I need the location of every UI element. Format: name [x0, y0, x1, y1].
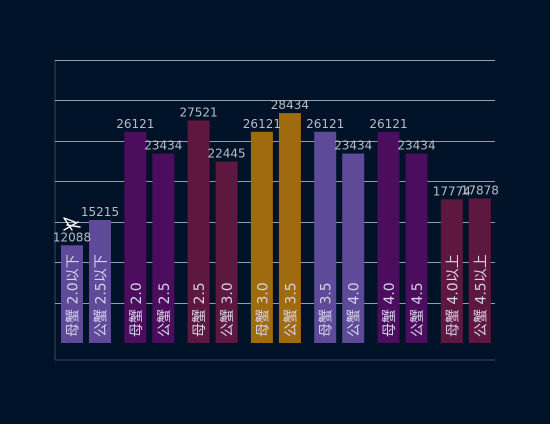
bar-category-label: 公蟹 4.0: [347, 282, 363, 337]
bar-category-label: 母蟹 3.0: [255, 282, 271, 337]
bar-layer: 母蟹 2.0以下 公蟹 2.5以下 母蟹 2.0 公蟹 2.5 母蟹 2.5 公蟹 3.0…: [61, 113, 491, 344]
bar-category-label: 公蟹 3.5: [283, 282, 299, 337]
bar-category-label: 公蟹 4.5以上: [473, 254, 489, 337]
bar-value-label: 28434: [271, 98, 309, 112]
bar-category-label: 母蟹 2.0以下: [66, 254, 82, 337]
icon-layer: [63, 217, 81, 231]
bar[interactable]: [250, 131, 273, 343]
bar-value-label: 23434: [397, 139, 435, 153]
bar-value-label: 17774: [433, 184, 471, 198]
bar-value-label: 23434: [334, 139, 372, 153]
bar-category-label: 公蟹 2.5: [157, 282, 173, 337]
bar-value-label: 26121: [306, 117, 344, 131]
bar-value-label: 15215: [81, 205, 119, 219]
bar[interactable]: [61, 245, 83, 343]
bar-category-label: 母蟹 4.0以上: [445, 254, 461, 337]
bar-value-label: 22445: [208, 147, 246, 161]
bar[interactable]: [440, 199, 463, 343]
bar[interactable]: [314, 131, 337, 343]
bar-category-label: 公蟹 4.5: [410, 282, 426, 337]
bar-value-label: 26121: [116, 117, 154, 131]
bar-category-label: 公蟹 3.0: [220, 282, 236, 337]
bar[interactable]: [278, 113, 301, 344]
bar[interactable]: [405, 153, 428, 343]
bar-value-label: 26121: [369, 117, 407, 131]
bar-value-label: 27521: [180, 105, 218, 119]
bar[interactable]: [187, 120, 210, 344]
bar-value-label: 23434: [144, 139, 182, 153]
bar-category-label: 公蟹 2.5以下: [94, 254, 110, 337]
bar[interactable]: [468, 198, 491, 343]
bar[interactable]: [89, 219, 111, 343]
bar[interactable]: [215, 161, 238, 343]
bar-value-label: 26121: [243, 117, 281, 131]
bar[interactable]: [342, 153, 365, 343]
bar-value-label: 17878: [461, 183, 499, 197]
bar-category-label: 母蟹 2.5: [192, 282, 208, 337]
value-label-layer: 12088 15215 26121 23434 27521 22445 26121 28434…: [53, 98, 499, 244]
bar[interactable]: [152, 153, 175, 343]
pointer-icon: [63, 217, 81, 231]
bar-value-label: 12088: [53, 230, 91, 244]
bar-category-label: 母蟹 3.5: [319, 282, 335, 337]
bar-category-label: 母蟹 2.0: [129, 282, 145, 337]
bar-category-label: 母蟹 4.0: [382, 282, 398, 337]
bar[interactable]: [124, 131, 147, 343]
bar[interactable]: [377, 131, 400, 343]
